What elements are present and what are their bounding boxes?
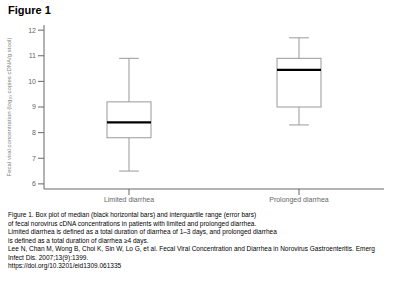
svg-text:Limited diarrhea: Limited diarrhea [104, 196, 154, 203]
svg-text:Prolonged diarrhea: Prolonged diarrhea [269, 196, 329, 204]
html-text:Lee N, Chan M, Wong B, Choi K,: Lee N, Chan M, Wong B, Choi K, Sin W, Lo… [8, 245, 375, 261]
html-text:Figure 1: Figure 1 [8, 4, 51, 16]
svg-text:7: 7 [32, 155, 36, 162]
html-text:Figure 1. Box plot of median (: Figure 1. Box plot of median (black hori… [8, 211, 257, 218]
html-text:of fecal norovirus cDNA concen: of fecal norovirus cDNA concentrations i… [8, 219, 257, 227]
html-text:is defined as a total duration: is defined as a total duration of diarrh… [8, 236, 149, 244]
svg-text:12: 12 [28, 27, 36, 34]
svg-text:8: 8 [32, 129, 36, 136]
svg-text:10: 10 [28, 78, 36, 85]
html-text:https://doi.org/10.3201/eid130: https://doi.org/10.3201/eid1309.061335 [8, 262, 122, 269]
svg-text:9: 9 [32, 103, 36, 110]
svg-text:Fecal viral concentration (log: Fecal viral concentration (log₁₀ copies … [8, 38, 12, 177]
svg-text:11: 11 [29, 52, 36, 59]
svg-text:6: 6 [32, 180, 36, 187]
html-text:Limited diarrhea is defined as: Limited diarrhea is defined as a total d… [8, 228, 277, 235]
